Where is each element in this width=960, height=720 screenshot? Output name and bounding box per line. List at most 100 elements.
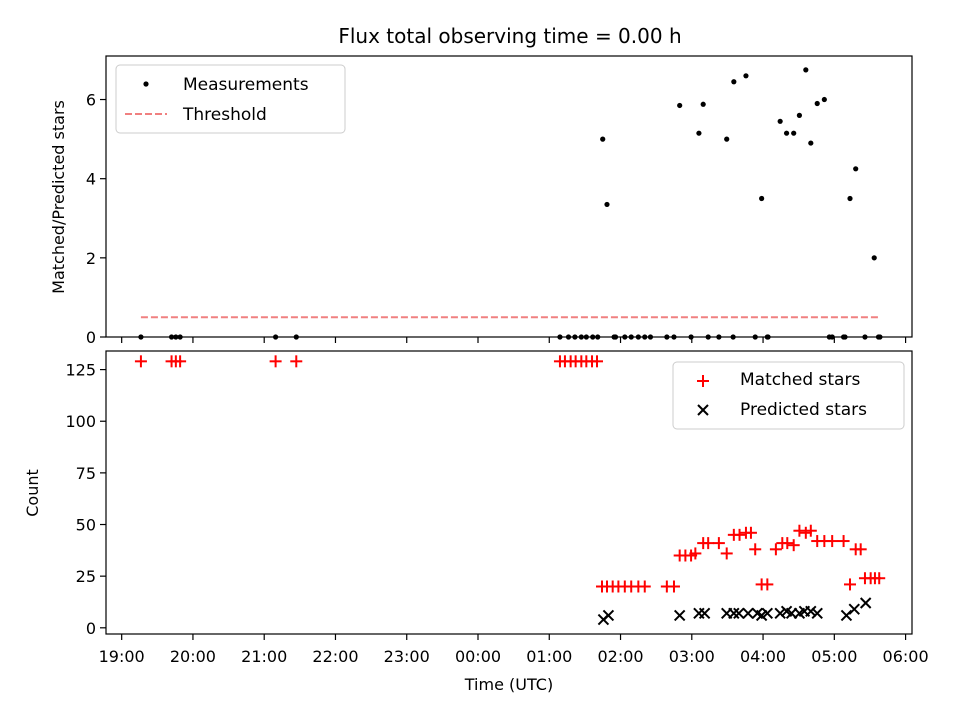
x-tick-label: 19:00 [99, 647, 145, 666]
predicted-star-point [811, 607, 823, 620]
legend-matched-label: Matched stars [740, 370, 860, 390]
matched-star-point [733, 528, 746, 541]
legend-matched-marker [697, 375, 709, 387]
matched-star-point [854, 543, 867, 556]
matched-stars-layer [134, 355, 886, 593]
bottom-legend-box [672, 361, 905, 430]
top-y-axis: 0 2 4 6 [86, 91, 106, 347]
legend-predicted-label: Predicted stars [740, 400, 867, 420]
matched-star-point [781, 537, 794, 550]
predicted-star-point [805, 605, 817, 617]
predicted-star-point [761, 607, 774, 620]
x-tick-label: 05:00 [811, 647, 857, 666]
measurement-point [759, 195, 765, 202]
x-tick-label: 00:00 [455, 647, 501, 666]
top-y-axis-label: Matched/Predicted stars [49, 100, 68, 294]
top-y-tick-label: 2 [86, 249, 96, 268]
measurement-point [803, 67, 809, 73]
matched-star-point [804, 524, 817, 537]
matched-star-point [826, 535, 839, 548]
matched-star-point [744, 526, 757, 539]
measurement-point [871, 255, 877, 261]
matched-star-point [638, 580, 651, 593]
measurement-point [743, 73, 749, 79]
x-tick-label: 04:00 [740, 647, 786, 666]
measurement-point [853, 166, 859, 172]
predicted-star-point [859, 597, 872, 609]
measurement-point [808, 140, 814, 146]
predicted-star-point [840, 609, 853, 622]
bottom-plot-frame [105, 350, 913, 635]
measurement-point [814, 100, 820, 107]
measurement-point [677, 102, 683, 109]
top-y-tick-label: 4 [86, 170, 96, 189]
measurement-point [700, 101, 706, 107]
bottom-y-tick-label: 125 [65, 361, 96, 380]
x-tick-label: 23:00 [384, 647, 430, 666]
matched-star-point [873, 572, 886, 585]
measurement-point [600, 136, 606, 142]
measurement-point [791, 130, 797, 136]
bottom-y-tick-label: 100 [65, 412, 96, 431]
matched-star-point [269, 355, 282, 368]
matched-star-point [134, 355, 147, 368]
matched-star-point [290, 355, 303, 368]
legend-predicted-marker [697, 404, 709, 416]
measurement-point [777, 118, 783, 124]
measurement-point [696, 130, 702, 136]
matched-star-point [720, 547, 733, 560]
top-y-tick-label: 6 [86, 91, 96, 110]
bottom-y-tick-label: 75 [76, 464, 96, 483]
matched-star-point [702, 537, 715, 550]
bottom-y-tick-label: 25 [76, 567, 96, 586]
predicted-star-point [698, 607, 711, 620]
top-x-ticks [121, 337, 907, 343]
x-tick-label: 21:00 [241, 647, 287, 666]
matched-star-point [667, 580, 680, 593]
top-legend: Measurements Threshold [115, 64, 346, 134]
matched-star-point [787, 539, 800, 552]
predicted-star-point [733, 607, 745, 620]
top-plot-frame [105, 55, 913, 338]
bottom-y-tick-label: 50 [76, 516, 96, 535]
top-panel: Flux total observing time = 0.00 h 0246 … [49, 24, 913, 347]
top-chart-title: Flux total observing time = 0.00 h [338, 24, 681, 48]
matched-star-point [591, 355, 604, 368]
bottom-y-tick-label: 0 [86, 619, 96, 638]
predicted-star-point [728, 607, 740, 620]
predicted-stars-layer [597, 597, 872, 626]
top-legend-box [115, 64, 346, 134]
bottom-panel: 0 25 50 75 100 125 19:00 20:00 21:00 22:00 23:00 0… [23, 350, 929, 694]
predicted-star-point [774, 607, 786, 620]
legend-threshold-label: Threshold [182, 105, 267, 125]
measurement-point [821, 96, 827, 103]
matched-star-point [844, 578, 856, 591]
measurement-point [847, 195, 853, 202]
bottom-y-axis-label: Count [23, 469, 42, 517]
matched-star-point [712, 537, 725, 550]
x-tick-label: 01:00 [526, 647, 572, 666]
bottom-y-axis: 0 25 50 75 100 125 [65, 361, 106, 638]
bottom-x-axis: 19:00 20:00 21:00 22:00 23:00 00:00 01:00 02:00… [99, 634, 929, 666]
predicted-star-point [848, 603, 860, 615]
matched-star-point [749, 543, 762, 556]
measurement-point [796, 112, 803, 118]
matched-star-point [761, 578, 774, 591]
x-tick-label: 06:00 [883, 647, 929, 666]
top-y-tick-label: 0 [86, 328, 96, 347]
predicted-star-point [673, 609, 686, 622]
x-tick-label: 02:00 [597, 647, 643, 666]
matched-star-point [174, 355, 187, 368]
measurement-point [724, 136, 730, 142]
matched-star-point [689, 547, 702, 560]
x-tick-label: 22:00 [312, 647, 358, 666]
matched-star-point [769, 543, 782, 556]
measurement-point [731, 79, 737, 85]
x-tick-label: 03:00 [669, 647, 715, 666]
bottom-legend: Matched stars Predicted stars [672, 361, 905, 430]
x-axis-label: Time (UTC) [464, 675, 553, 694]
predicted-star-point [742, 607, 754, 620]
matched-star-point [837, 535, 850, 548]
legend-measurements-marker [143, 81, 149, 87]
